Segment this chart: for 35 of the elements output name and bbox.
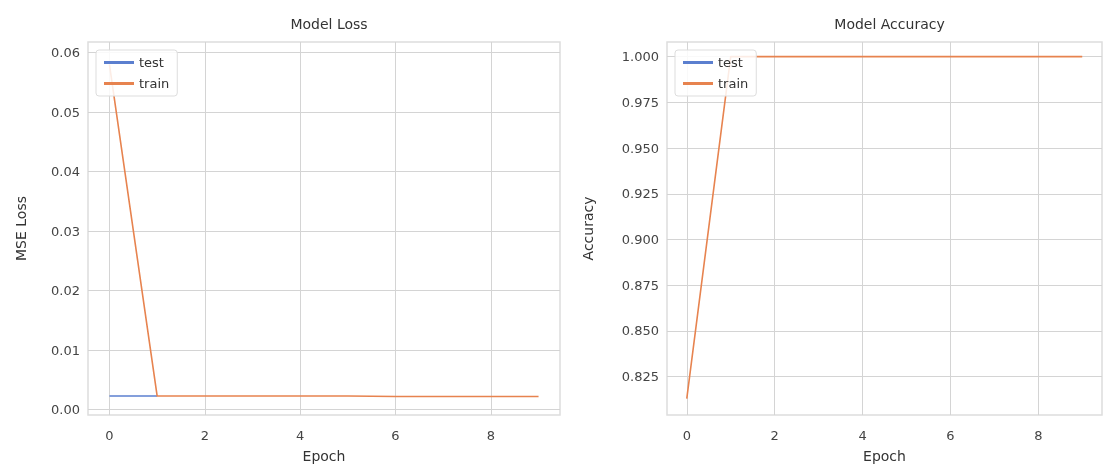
y-tick-label: 0.03 [51,223,80,239]
y-tick-label: 0.00 [51,402,80,418]
y-tick-label: 1.000 [621,49,659,65]
chart-title: Model Accuracy [834,16,945,32]
y-tick-label: 0.825 [621,369,659,385]
y-tick-label: 0.02 [51,283,80,299]
x-tick-label: 4 [858,428,867,443]
y-tick-label: 0.850 [621,323,659,339]
x-axis-title: Epoch [302,448,346,464]
legend-label: train [718,76,749,91]
y-tick-label: 0.925 [621,186,659,202]
legend-label: train [139,76,170,91]
x-axis-title: Epoch [863,448,906,464]
x-tick-label: 8 [1034,428,1043,443]
x-tick-label: 0 [682,428,691,443]
y-tick-label: 0.950 [621,140,659,156]
y-tick-label: 0.05 [51,104,80,120]
legend-label: test [718,55,743,70]
x-tick-label: 4 [296,428,305,443]
x-tick-label: 0 [105,428,114,443]
legend-label: test [139,55,164,70]
y-tick-label: 0.975 [621,94,659,110]
y-tick-label: 0.900 [621,231,659,247]
y-tick-label: 0.06 [51,45,80,61]
x-tick-label: 6 [946,428,955,443]
y-axis-title: Accuracy [580,196,596,261]
y-tick-label: 0.875 [621,277,659,293]
x-tick-label: 8 [486,428,496,443]
chart-title: Model Loss [290,16,368,32]
y-tick-label: 0.01 [51,342,80,358]
x-tick-label: 6 [391,428,400,443]
y-tick-label: 0.04 [51,164,80,180]
x-tick-label: 2 [200,428,209,443]
y-axis-title: MSE Loss [13,196,29,261]
x-tick-label: 2 [770,428,779,443]
